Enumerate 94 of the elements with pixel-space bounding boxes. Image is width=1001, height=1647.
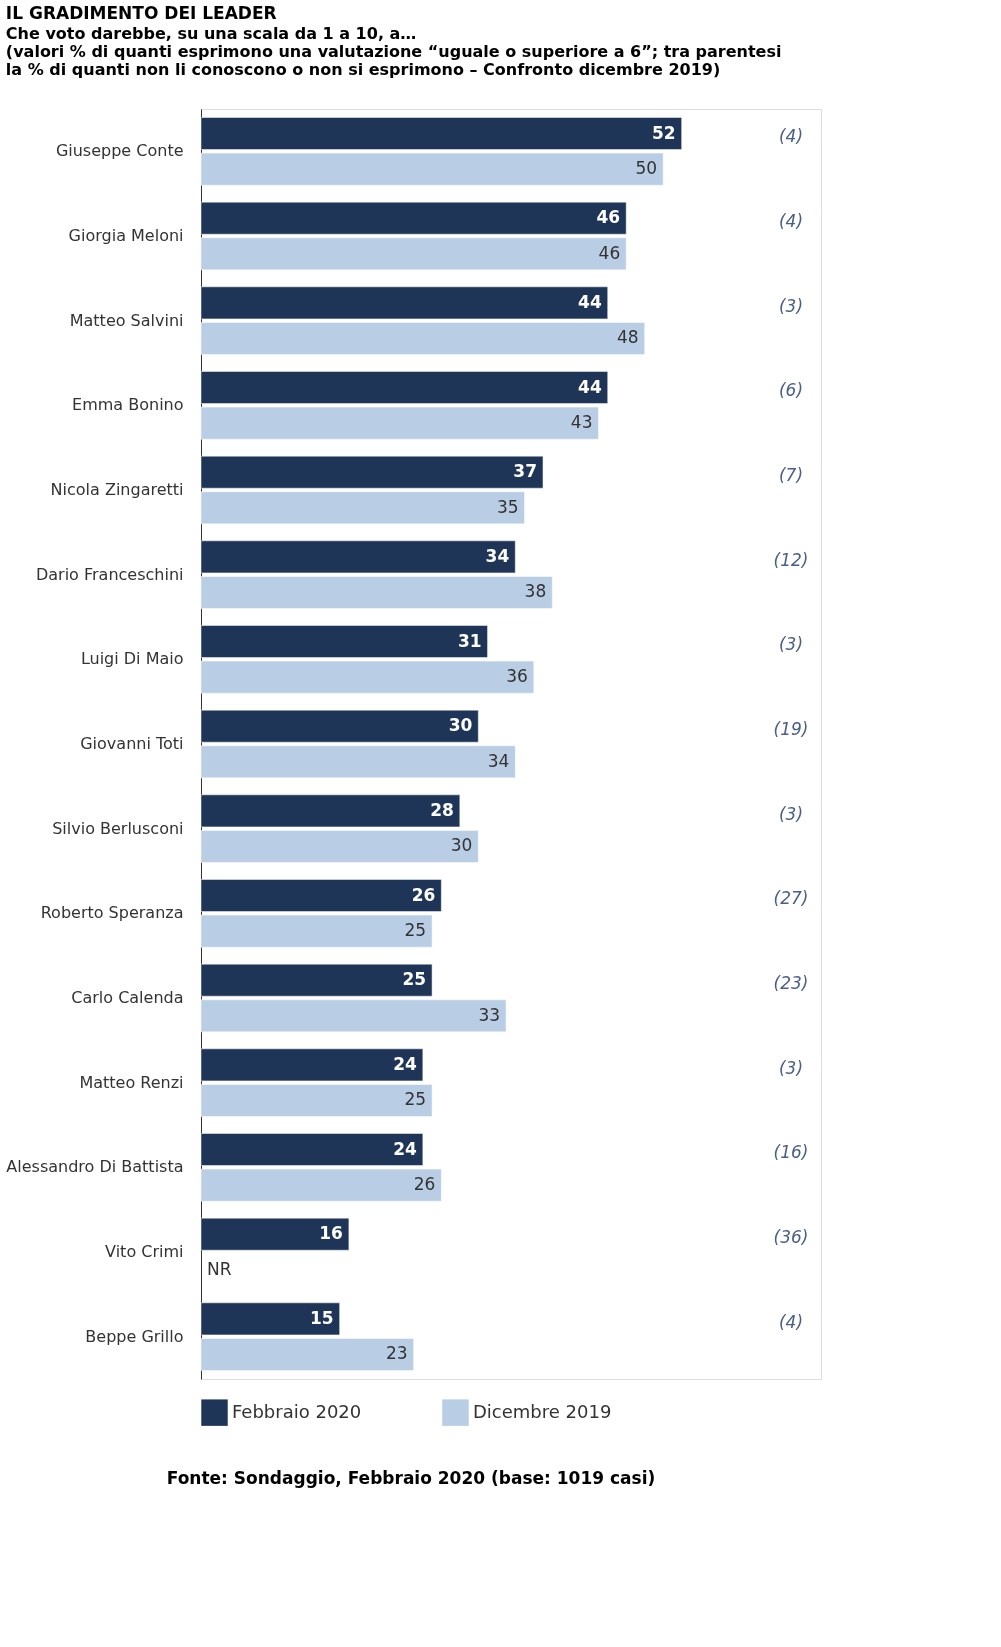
chart-title: IL GRADIMENTO DEI LEADER	[5, 3, 277, 23]
legend-label: Febbraio 2020	[232, 1400, 362, 1422]
bar	[200, 286, 608, 320]
data-label: 43	[570, 412, 593, 433]
text: (16)	[773, 1142, 809, 1163]
bar	[200, 1084, 433, 1117]
data-label: 38	[524, 581, 547, 602]
text: (3)	[778, 295, 804, 316]
data-label: 35	[496, 496, 519, 517]
y-tick-label: Beppe Grillo	[85, 1326, 184, 1346]
data-label: 25	[402, 969, 427, 990]
bar	[200, 1168, 442, 1202]
bar	[200, 322, 645, 355]
y-tick-label: Matteo Renzi	[79, 1072, 184, 1092]
data-label: 33	[478, 1004, 501, 1025]
text: (19)	[773, 719, 809, 739]
bar	[200, 201, 627, 235]
y-tick-label: Alessandro Di Battista	[6, 1157, 184, 1177]
bar	[200, 914, 433, 948]
data-label: 31	[457, 630, 482, 651]
data-label: 30	[448, 715, 473, 736]
text: (3)	[778, 803, 804, 824]
data-label: 25	[404, 920, 427, 941]
y-tick-label: Luigi Di Maio	[80, 649, 184, 669]
text: (6)	[778, 380, 804, 401]
source-note: Fonte: Sondaggio, Febbraio 2020 (base: 1019 casi)	[166, 1468, 656, 1488]
data-label: 30	[450, 835, 473, 856]
data-label: 28	[430, 799, 454, 820]
data-label: 52	[652, 122, 676, 143]
bar	[200, 999, 507, 1033]
bar	[200, 963, 433, 997]
bar	[200, 406, 599, 440]
text: (4)	[778, 211, 804, 231]
data-label: 25	[404, 1089, 427, 1110]
bar	[200, 237, 627, 271]
y-tick-label: Matteo Salvini	[69, 310, 184, 330]
y-tick-label: Giovanni Toti	[80, 734, 184, 753]
bar	[200, 1217, 350, 1251]
data-label: 46	[596, 207, 621, 228]
data-label: 50	[635, 158, 658, 179]
bar	[200, 625, 488, 658]
data-label: 16	[319, 1223, 343, 1244]
bar	[200, 709, 479, 743]
data-label: 26	[413, 1174, 436, 1195]
bar	[200, 660, 535, 694]
bar	[200, 455, 544, 489]
text: (3)	[778, 1057, 804, 1078]
data-label: 48	[617, 327, 639, 348]
text: (4)	[778, 1311, 804, 1332]
y-tick-label: Silvio Berlusconi	[52, 818, 184, 838]
data-label: 36	[506, 666, 528, 687]
data-label: 23	[385, 1343, 408, 1364]
y-tick-label: Nicola Zingaretti	[50, 480, 184, 499]
bar	[200, 1133, 424, 1166]
y-tick-label: Emma Bonino	[72, 395, 184, 415]
text: (12)	[773, 549, 809, 570]
y-tick-label: Giuseppe Conte	[55, 141, 184, 161]
text: (3)	[778, 634, 804, 655]
data-label: 34	[485, 545, 510, 566]
bar	[200, 152, 664, 186]
y-tick-label: Dario Franceschini	[35, 564, 184, 584]
text: NR	[207, 1258, 232, 1279]
data-label: 44	[578, 291, 602, 312]
text: (7)	[778, 465, 804, 485]
y-tick-label: Vito Crimi	[105, 1242, 184, 1261]
bar	[200, 491, 525, 525]
data-label: 37	[513, 461, 538, 482]
data-label: 44	[578, 376, 602, 397]
y-tick-label: Roberto Speranza	[40, 903, 184, 923]
bar	[200, 1048, 424, 1082]
bar	[200, 576, 553, 609]
chart-subtitle: Che voto darebbe, su una scala da 1 a 10, a… (valori % di quanti esprimono una valutazione “uguale o superiore a 6”; tra parentesi la % di quanti non li conoscono o non si esprimono – Confronto dicembre 2019)	[5, 24, 782, 79]
data-label: 15	[309, 1307, 334, 1328]
bar	[200, 794, 461, 828]
data-label: 34	[487, 750, 510, 771]
bar	[200, 879, 442, 912]
text: (4)	[778, 126, 804, 147]
y-tick-label: Giorgia Meloni	[68, 226, 184, 245]
legend-label: Dicembre 2019	[473, 1400, 612, 1422]
text: (36)	[773, 1227, 809, 1247]
bar	[200, 371, 608, 404]
text: (27)	[773, 888, 809, 909]
y-tick-label: Carlo Calenda	[71, 988, 184, 1007]
text: (23)	[773, 973, 809, 993]
bar	[200, 1302, 340, 1336]
bar	[200, 830, 479, 863]
data-label: 24	[393, 1138, 417, 1159]
bar	[200, 745, 516, 779]
bar	[200, 117, 682, 150]
data-label: 46	[598, 242, 621, 263]
bar	[200, 540, 516, 574]
bar	[200, 1338, 414, 1371]
data-label: 24	[393, 1053, 417, 1074]
data-label: 26	[411, 884, 436, 905]
